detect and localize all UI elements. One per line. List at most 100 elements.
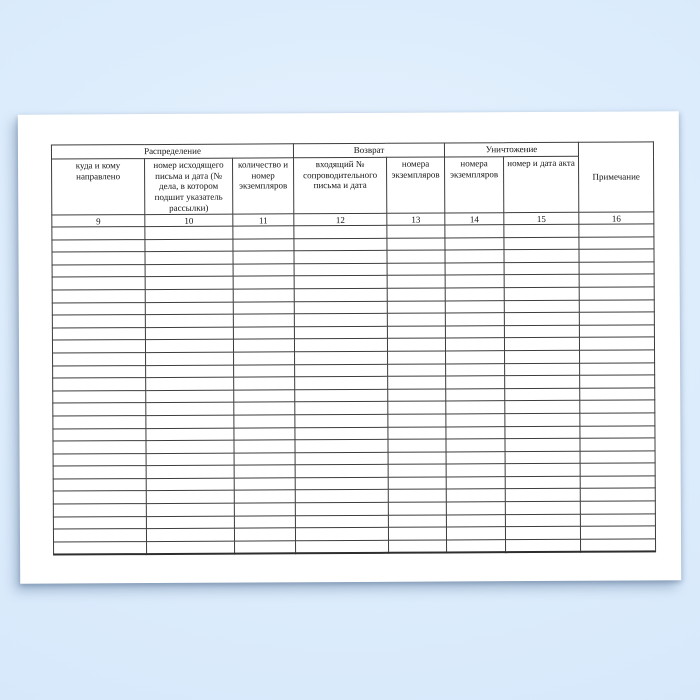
empty-cell bbox=[145, 339, 234, 353]
empty-cell bbox=[388, 476, 447, 490]
empty-cell bbox=[580, 475, 656, 489]
empty-cell bbox=[387, 413, 446, 427]
empty-cell bbox=[52, 390, 146, 404]
empty-cell bbox=[579, 312, 655, 326]
empty-cell bbox=[233, 301, 295, 315]
empty-cell bbox=[388, 514, 447, 528]
empty-cell bbox=[52, 289, 146, 303]
empty-cell bbox=[504, 375, 580, 389]
empty-cell bbox=[386, 224, 445, 238]
empty-cell bbox=[295, 514, 389, 529]
empty-cell bbox=[387, 300, 446, 314]
empty-cell bbox=[146, 465, 235, 479]
empty-cell bbox=[504, 388, 580, 401]
empty-cell bbox=[504, 274, 580, 288]
empty-cell bbox=[387, 350, 446, 364]
empty-cell bbox=[580, 488, 656, 502]
empty-cell bbox=[294, 313, 388, 327]
empty-cell bbox=[579, 274, 655, 288]
empty-cell bbox=[578, 223, 654, 237]
empty-cell bbox=[505, 539, 581, 553]
column-number: 12 bbox=[293, 213, 387, 226]
empty-cell bbox=[445, 300, 505, 314]
empty-cell bbox=[387, 262, 446, 276]
empty-cell bbox=[52, 339, 146, 353]
empty-cell bbox=[445, 249, 505, 263]
empty-cell bbox=[294, 414, 388, 428]
empty-cell bbox=[445, 363, 505, 377]
empty-cell bbox=[294, 338, 388, 352]
empty-cell bbox=[446, 501, 506, 515]
column-header-kuda-i-komu: куда и кому направлено bbox=[51, 158, 145, 216]
empty-cell bbox=[233, 288, 295, 302]
empty-cell bbox=[387, 313, 446, 327]
empty-cell bbox=[52, 327, 146, 341]
empty-cell bbox=[579, 412, 655, 426]
empty-cell bbox=[145, 263, 234, 277]
group-header-unichtozhenie: Уничтожение bbox=[444, 142, 579, 157]
column-number: 9 bbox=[51, 214, 145, 228]
empty-cell bbox=[294, 426, 389, 440]
empty-cell bbox=[580, 526, 656, 540]
empty-cell bbox=[504, 337, 580, 351]
empty-cell bbox=[294, 389, 388, 403]
empty-cell bbox=[294, 275, 388, 289]
column-number: 11 bbox=[232, 213, 294, 227]
empty-cell bbox=[504, 413, 580, 427]
empty-cell bbox=[504, 325, 580, 339]
empty-cell bbox=[504, 425, 581, 439]
empty-cell bbox=[234, 477, 296, 491]
empty-cell bbox=[504, 362, 580, 376]
column-number: 16 bbox=[578, 211, 654, 225]
empty-cell bbox=[444, 237, 505, 251]
empty-cell bbox=[505, 501, 581, 515]
empty-cell bbox=[445, 325, 505, 339]
empty-cell bbox=[388, 439, 447, 452]
empty-cell bbox=[233, 326, 295, 340]
empty-cell bbox=[146, 540, 235, 555]
empty-cell bbox=[232, 225, 294, 239]
empty-cell bbox=[145, 289, 234, 303]
column-header-kolichestvo: количество и номер экземпляров bbox=[232, 157, 294, 215]
column-number: 13 bbox=[386, 212, 445, 226]
table-row bbox=[53, 538, 656, 555]
empty-cell bbox=[580, 450, 656, 464]
column-number: 15 bbox=[503, 212, 579, 225]
empty-cell bbox=[234, 540, 296, 555]
empty-cell bbox=[145, 377, 234, 391]
empty-cell bbox=[233, 376, 295, 390]
empty-cell bbox=[387, 287, 446, 301]
empty-cell bbox=[503, 224, 579, 238]
empty-cell bbox=[295, 540, 389, 554]
empty-cell bbox=[145, 402, 234, 416]
empty-cell bbox=[504, 312, 580, 326]
empty-cell bbox=[234, 528, 296, 541]
empty-cell bbox=[233, 364, 295, 378]
empty-cell bbox=[53, 453, 147, 467]
empty-cell bbox=[388, 451, 447, 465]
column-header-nomer-i-data-akta: номер и дата акта bbox=[503, 156, 579, 213]
empty-cell bbox=[504, 249, 580, 263]
empty-cell bbox=[446, 451, 506, 465]
empty-cell bbox=[505, 463, 581, 477]
empty-cell bbox=[52, 314, 146, 328]
empty-cell bbox=[387, 275, 446, 289]
empty-cell bbox=[445, 312, 505, 326]
empty-cell bbox=[145, 301, 234, 315]
empty-cell bbox=[52, 377, 146, 391]
empty-cell bbox=[294, 376, 388, 390]
empty-cell bbox=[144, 251, 234, 265]
empty-cell bbox=[145, 364, 234, 378]
empty-cell bbox=[387, 250, 446, 264]
empty-cell bbox=[53, 528, 147, 542]
empty-cell bbox=[446, 489, 506, 503]
empty-cell bbox=[232, 238, 295, 252]
empty-cell bbox=[295, 439, 389, 453]
empty-cell bbox=[146, 503, 235, 517]
register-journal-table: Распределение Возврат Уничтожение Примеч… bbox=[50, 141, 657, 556]
empty-cell bbox=[145, 326, 234, 340]
empty-cell bbox=[387, 426, 447, 440]
empty-cell bbox=[446, 476, 506, 490]
empty-cell bbox=[146, 515, 235, 529]
empty-cell bbox=[579, 349, 655, 363]
